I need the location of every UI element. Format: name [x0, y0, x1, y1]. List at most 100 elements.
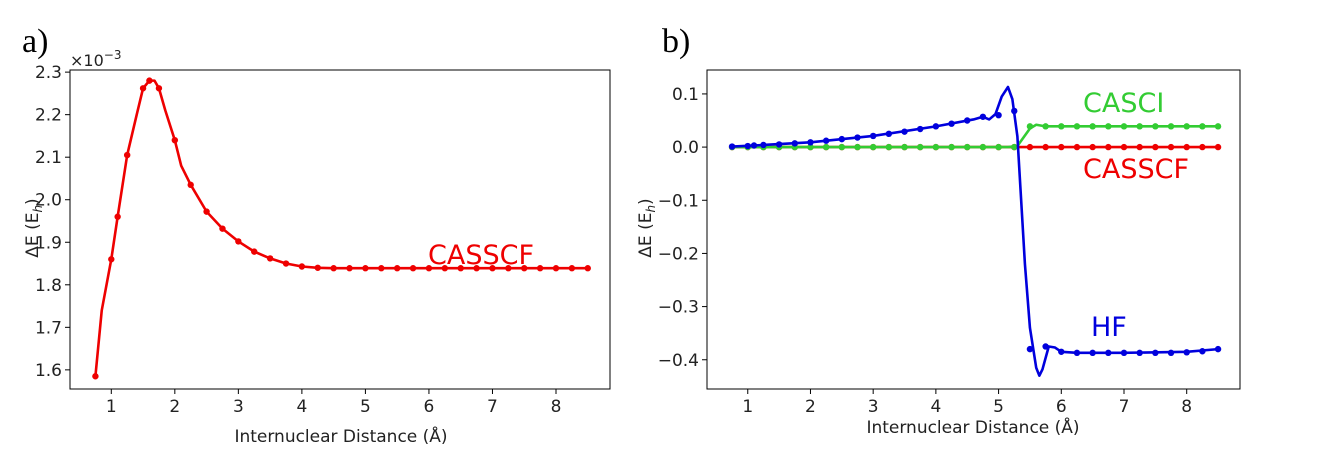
panel-b-point-hf	[822, 137, 830, 144]
panel-a-point-casscf	[489, 265, 496, 272]
panel-a-point-casscf	[219, 225, 226, 232]
panel-a-xtick-label: 7	[487, 397, 498, 417]
panel-a-label: a)	[22, 23, 48, 60]
panel-a-xlabel: Internuclear Distance (Å)	[234, 425, 447, 447]
panel-b-point-casci	[1026, 123, 1034, 130]
panel-b-point-casci	[901, 143, 908, 151]
panel-b-point-casscf	[1058, 143, 1065, 151]
panel-b-point-casci	[1136, 123, 1143, 130]
panel-b-point-hf	[728, 143, 736, 150]
panel-b-point-hf	[1073, 349, 1081, 357]
panel-b-point-hf	[932, 123, 940, 130]
panel-b-point-casscf	[1183, 143, 1190, 151]
panel-b-xtick-label: 6	[1056, 397, 1067, 417]
panel-b-ytick-label: −0.1	[658, 191, 699, 211]
panel-b-xtick-label: 4	[930, 397, 941, 417]
panel-b-ylabel-end: )	[636, 198, 656, 205]
panel-a-point-casscf	[187, 181, 194, 189]
panel-a-point-casscf	[536, 265, 544, 272]
panel-a-xtick-label: 3	[233, 397, 244, 417]
panel-b-ylabel-sub: h	[644, 205, 658, 213]
panel-b-label: b)	[662, 23, 690, 60]
svg-text:×10−3: ×10−3	[70, 48, 121, 70]
panel-b-point-hf	[1214, 345, 1222, 353]
panel-a-point-casscf	[298, 263, 306, 270]
panel-b-point-hf	[1152, 349, 1159, 357]
panel-b-xtick-label: 5	[993, 397, 1004, 417]
panel-a-point-casscf	[314, 264, 321, 271]
panel-b-point-casci	[948, 143, 955, 151]
panel-b-point-hf	[1199, 348, 1206, 355]
panel-b-point-hf	[948, 120, 955, 127]
panel-b-point-casci	[979, 143, 987, 151]
panel-b-point-casscf	[1167, 143, 1175, 151]
panel-b-point-hf	[775, 141, 783, 148]
panel-b-xtick-label: 3	[868, 397, 879, 417]
panel-b-point-hf	[901, 128, 908, 135]
panel-b-series-label-hf: HF	[1091, 312, 1127, 343]
panel-a-series-line-casscf	[94, 79, 590, 378]
panel-b-series-label-casscf: CASSCF	[1083, 154, 1189, 185]
panel-b-point-casci	[995, 143, 1002, 151]
panel-b-point-hf	[1089, 349, 1096, 357]
panel-a-point-casscf	[251, 248, 258, 255]
panel-a-point-casscf	[473, 265, 480, 272]
panel-a-point-casscf	[235, 238, 242, 245]
panel-b-point-hf	[1120, 349, 1128, 357]
panel-b-point-casci	[854, 143, 861, 151]
panel-b-point-hf	[744, 142, 751, 150]
panel-a-point-casscf	[584, 265, 591, 272]
panel-b-point-hf	[1136, 349, 1143, 357]
panel-b-point-casci	[807, 143, 814, 151]
panel-b-series	[728, 85, 1222, 378]
panel-b-point-casscf	[1152, 143, 1159, 151]
panel-b-point-hf	[1058, 348, 1065, 355]
panel-a-ticks: 1 2 3 4 5 6 7 8 1.6 1.7 1.8 1.9 2.0 2.1 2.2 2.3	[35, 63, 561, 417]
panel-a-point-casscf	[146, 77, 153, 84]
panel-a: a) ×10−3 ΔE (Eh) Internuclear Distance (…	[22, 23, 611, 447]
panel-b-point-casci	[1042, 123, 1049, 130]
panel-b-ylabel-main: ΔE (E	[636, 213, 656, 258]
panel-a-point-casscf	[552, 265, 560, 272]
panel-a-point-casscf	[108, 256, 115, 263]
panel-a-ylabel: ΔE (Eh)	[23, 198, 45, 257]
panel-b-point-hf	[1011, 107, 1018, 115]
panel-b-ylabel: ΔE (Eh)	[636, 198, 658, 257]
panel-b-point-hf	[1105, 349, 1112, 357]
panel-a-point-casscf	[441, 265, 449, 272]
panel-a-ytick-label: 2.2	[35, 106, 62, 126]
panel-b-point-casci	[1073, 123, 1081, 130]
panel-b-point-hf	[791, 140, 798, 147]
panel-a-ytick-label: 2.0	[35, 191, 62, 211]
panel-b-point-casscf	[1073, 143, 1081, 151]
panel-a-point-casscf	[171, 136, 179, 144]
panel-b-point-casci	[1120, 123, 1128, 130]
panel-b-xtick-label: 7	[1119, 397, 1130, 417]
panel-b-point-casscf	[1026, 143, 1034, 151]
panel-b-point-casci	[1058, 123, 1065, 130]
panel-a-ylabel-main: ΔE (E	[23, 213, 43, 258]
panel-b-point-casci	[822, 143, 830, 151]
panel-b-point-casscf	[1120, 143, 1128, 151]
panel-a-point-casscf	[346, 265, 353, 272]
panel-a-point-casscf	[123, 151, 131, 159]
panel-b-point-hf	[838, 135, 846, 143]
panel-b-point-casci	[917, 143, 924, 151]
panel-a-xtick-label: 5	[360, 397, 371, 417]
panel-b-point-casci	[964, 143, 971, 151]
panel-b-point-casci	[1214, 123, 1222, 130]
panel-b-point-casci	[869, 143, 877, 151]
panel-b-ytick-label: −0.3	[658, 298, 699, 318]
panel-a-point-casscf	[282, 260, 290, 267]
panel-b-point-hf	[1026, 345, 1034, 353]
panel-b-point-casci	[1105, 123, 1112, 130]
panel-a-ytick-label: 2.1	[35, 148, 62, 168]
panel-b-point-hf	[807, 139, 814, 146]
panel-a-xtick-label: 6	[424, 397, 435, 417]
panel-a-sci-offset: ×10−3	[70, 48, 121, 70]
panel-b-point-hf	[885, 130, 893, 137]
panel-a-ytick-label: 2.3	[35, 63, 62, 83]
panel-b: b) ΔE (Eh) Internuclear Distance (Å) 1 2 3…	[636, 23, 1241, 438]
panel-b-point-casscf	[1042, 143, 1049, 151]
